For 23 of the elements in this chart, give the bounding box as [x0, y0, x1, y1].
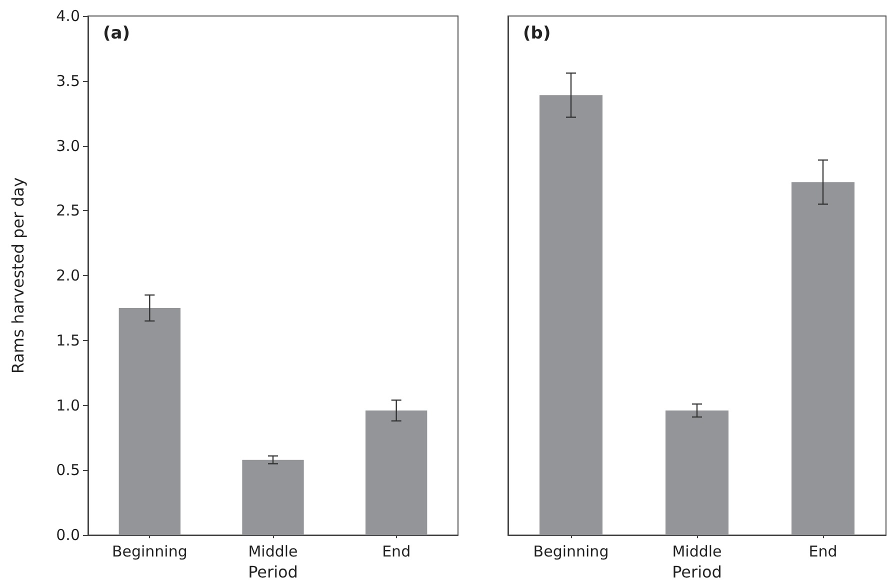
text: (a) [103, 24, 130, 44]
x-tick-label: Middle [672, 542, 722, 561]
y-tick-label: 2.0 [56, 266, 80, 285]
x-axis-title: Period [672, 562, 722, 582]
y-tick-label: 1.5 [56, 331, 80, 350]
y-tick-label: 3.0 [56, 136, 80, 155]
y-tick-label: 3.5 [56, 72, 80, 90]
y-tick-label: 0.0 [56, 526, 80, 544]
x-axis-title: Period [248, 562, 298, 582]
x-tick-label: Middle [248, 542, 298, 561]
y-tick-label: 4.0 [56, 7, 80, 25]
x-tick-label: End [808, 542, 838, 561]
bar [242, 460, 304, 536]
text: (b) [523, 24, 551, 44]
x-tick-label: End [382, 542, 411, 561]
y-tick-label: 1.0 [56, 396, 80, 414]
y-tick-label: 2.5 [56, 202, 80, 220]
y-tick-label: 0.5 [56, 461, 80, 480]
bar [118, 308, 180, 536]
y-axis-title: Rams harvested per day [8, 177, 28, 374]
bar [366, 410, 428, 536]
x-tick-label: Beginning [112, 542, 188, 561]
x-tick-label: Beginning [533, 542, 609, 561]
